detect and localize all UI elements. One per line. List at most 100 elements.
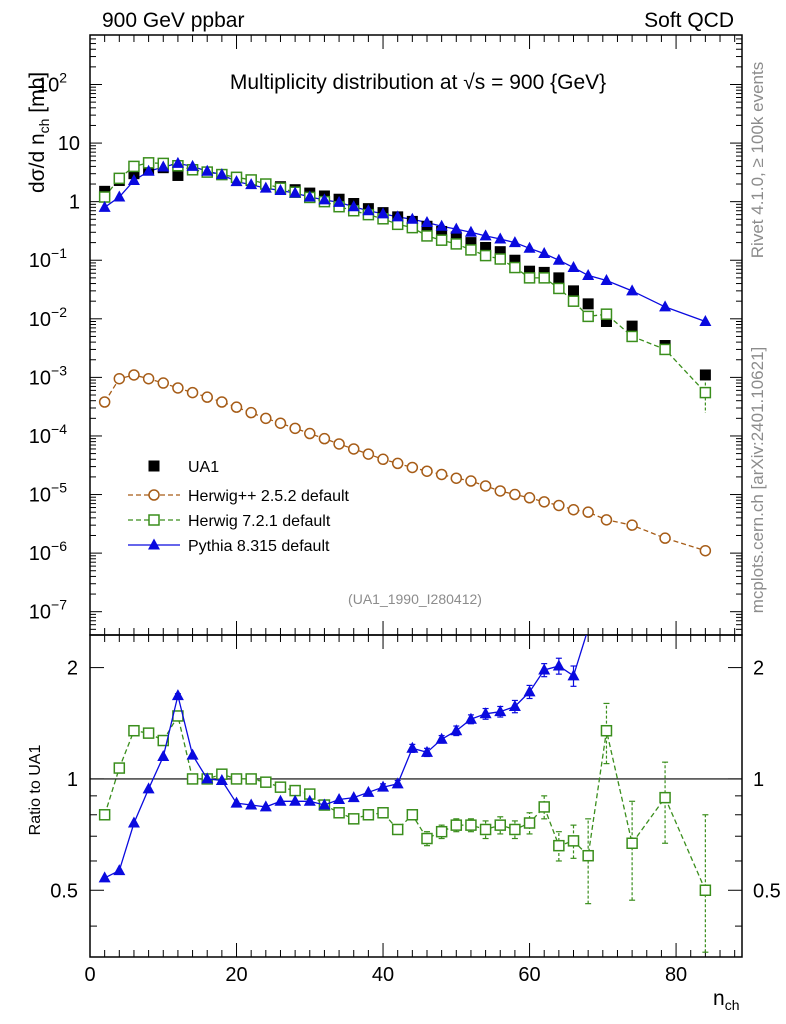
main-point xyxy=(157,377,170,389)
mcplots-source-label: mcplots.cern.ch [arXiv:2401.10621] xyxy=(748,347,767,613)
y-axis-label-ratio: Ratio to UA1 xyxy=(27,745,44,836)
main-point xyxy=(600,514,613,526)
ratio-point xyxy=(289,794,302,806)
legend-marker xyxy=(148,460,160,472)
main-point xyxy=(582,298,594,310)
main-point xyxy=(480,241,492,253)
main-point xyxy=(230,401,243,413)
main-point xyxy=(377,207,390,219)
x-tick-label: 80 xyxy=(665,964,687,986)
y-tick-label-base: 1 xyxy=(69,192,80,214)
title-sqrt-s: √s xyxy=(463,71,485,94)
main-point xyxy=(523,492,536,504)
main-point xyxy=(553,282,565,295)
ratio-panel-frame xyxy=(89,634,743,958)
legend-label: UA1 xyxy=(188,459,219,476)
ratio-point xyxy=(362,809,375,821)
main-point xyxy=(523,272,536,284)
main-point xyxy=(303,190,316,202)
main-point xyxy=(450,231,462,243)
header-right: Soft QCD xyxy=(644,9,734,32)
main-point xyxy=(421,230,433,242)
ratio-point xyxy=(303,794,316,806)
main-point xyxy=(626,320,638,332)
main-point xyxy=(699,544,712,557)
ratio-point xyxy=(538,801,550,813)
ratio-point xyxy=(567,835,580,847)
ratio-point xyxy=(450,724,463,736)
ratio-point xyxy=(420,745,433,757)
y-tick-label-base: 10 xyxy=(29,367,51,389)
y-tick-label-ratio: 1 xyxy=(67,769,78,791)
main-point xyxy=(318,432,331,445)
main-point xyxy=(600,308,613,320)
x-axis-label: nch xyxy=(713,987,739,1013)
y-tick-label-exponent: −1 xyxy=(51,245,67,261)
main-point xyxy=(435,234,448,246)
main-point xyxy=(201,391,213,403)
ratio-point xyxy=(113,864,126,876)
ratio-point xyxy=(465,819,477,831)
y-tick-label-ratio-right: 2 xyxy=(753,658,764,680)
main-point xyxy=(494,253,506,265)
ratio-point xyxy=(171,689,184,701)
main-point xyxy=(465,475,477,487)
main-point xyxy=(538,247,551,259)
y-tick-label-main: 10−1 xyxy=(29,245,67,272)
ratio-point xyxy=(479,823,492,836)
y-label-text: dσ/d n xyxy=(26,133,49,193)
y-label-unit: [mb] xyxy=(26,72,49,119)
y-axis-label-main: dσ/d nch [mb] xyxy=(26,72,52,193)
main-point xyxy=(201,164,214,176)
main-point xyxy=(553,499,565,512)
main-point xyxy=(524,265,536,277)
main-point xyxy=(450,222,463,234)
ratio-point xyxy=(552,659,565,671)
ratio-point xyxy=(274,781,287,793)
main-point xyxy=(172,382,184,394)
y-tick-label-base: 10 xyxy=(58,133,80,155)
y-tick-label-exponent: 2 xyxy=(59,70,67,86)
main-point xyxy=(509,254,521,266)
ratio-point xyxy=(435,732,448,744)
ratio-point xyxy=(230,773,243,785)
main-point xyxy=(436,225,448,237)
legend-marker xyxy=(148,489,160,501)
main-point xyxy=(699,314,712,326)
main-point xyxy=(406,221,419,234)
main-point xyxy=(142,164,155,176)
main-point xyxy=(186,159,199,171)
main-point xyxy=(98,191,111,203)
ratio-point xyxy=(142,782,155,794)
ratio-point xyxy=(333,792,346,804)
ratio-point xyxy=(377,807,389,819)
ratio-point xyxy=(259,800,272,812)
y-tick-label-base: 10 xyxy=(29,543,51,565)
main-point xyxy=(465,244,477,256)
ratio-point xyxy=(494,705,507,717)
ratio-point xyxy=(377,780,390,792)
main-point xyxy=(347,443,360,455)
main-point xyxy=(259,181,272,193)
ratio-point xyxy=(157,734,170,747)
x-tick-label: 60 xyxy=(518,964,540,986)
main-point xyxy=(230,175,243,187)
ratio-point xyxy=(421,832,433,845)
main-point xyxy=(509,488,521,501)
ratio-point xyxy=(582,849,594,862)
main-point xyxy=(626,284,639,296)
x-tick-label: 20 xyxy=(225,964,247,986)
main-point xyxy=(567,503,580,516)
ratio-point xyxy=(260,776,272,788)
ratio-point xyxy=(142,727,155,739)
y-tick-label-base: 10 xyxy=(37,75,59,97)
y-tick-label-main: 10−7 xyxy=(29,597,67,624)
main-point xyxy=(479,229,492,241)
chart-title: Multiplicity distribution at √s = 900 {G… xyxy=(230,71,606,94)
main-point xyxy=(553,272,565,284)
ratio-panel: 0.5 0.51 12 20 20 40 60 80 Ratio to UA1 nch xyxy=(27,634,781,1013)
main-point xyxy=(127,173,140,185)
y-tick-label-main: 10−3 xyxy=(29,362,67,389)
y-tick-label-ratio: 0.5 xyxy=(50,880,78,902)
ratio-point xyxy=(494,819,506,831)
